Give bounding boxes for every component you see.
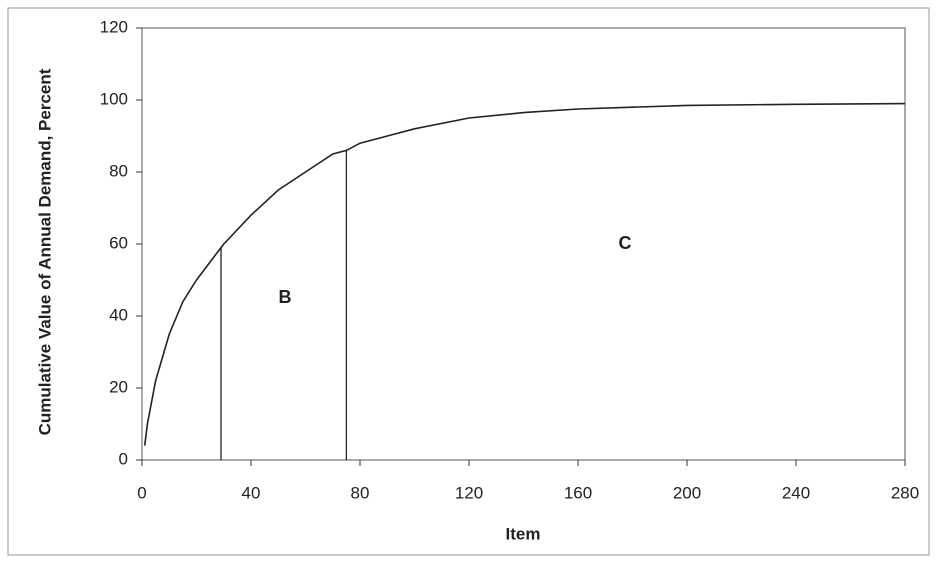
y-tick-label: 120 (100, 17, 128, 36)
page: {"chart_data": {"type": "line", "x_label… (0, 0, 937, 563)
x-axis-title: Item (506, 524, 541, 543)
y-axis-title: Cumulative Value of Annual Demand, Perce… (35, 68, 54, 435)
y-tick-label: 80 (109, 161, 128, 180)
y-tick-label: 100 (100, 89, 128, 108)
x-tick-label: 240 (782, 483, 810, 502)
y-tick-label: 0 (119, 449, 128, 468)
x-tick-label: 80 (351, 483, 370, 502)
y-tick-label: 40 (109, 305, 128, 324)
y-tick-label: 20 (109, 377, 128, 396)
x-tick-label: 120 (455, 483, 483, 502)
chart: Item Cumulative Value of Annual Demand, … (0, 0, 937, 563)
x-tick-label: 280 (891, 483, 919, 502)
x-tick-label: 40 (242, 483, 261, 502)
x-tick-label: 200 (673, 483, 701, 502)
region-label: B (279, 287, 292, 307)
x-tick-label: 0 (137, 483, 146, 502)
x-tick-label: 160 (564, 483, 592, 502)
chart-frame (8, 8, 929, 555)
region-label: C (619, 233, 632, 253)
data-line (145, 104, 905, 446)
plot-area (142, 28, 905, 460)
y-tick-label: 60 (109, 233, 128, 252)
